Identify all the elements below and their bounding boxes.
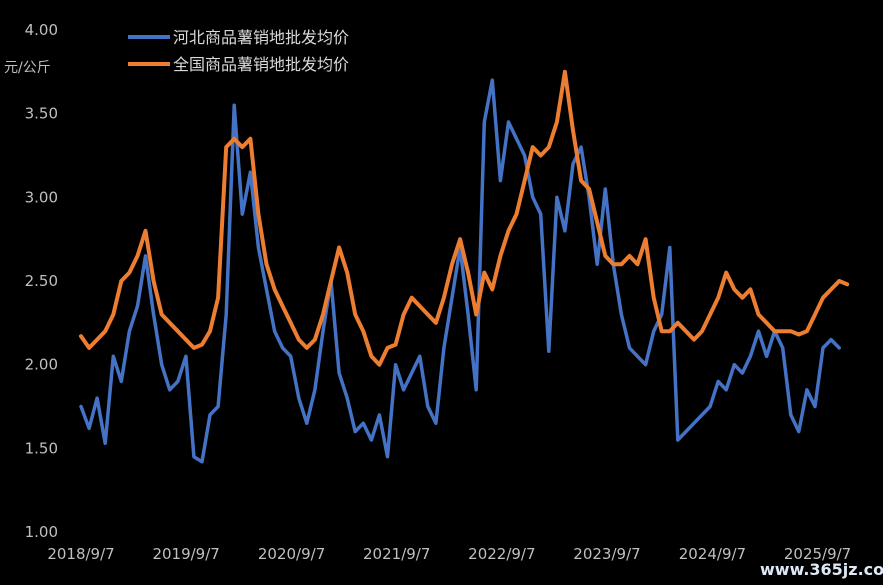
- x-tick-label: 2018/9/7: [47, 545, 114, 563]
- x-tick-label: 2019/9/7: [152, 545, 219, 563]
- y-tick-label: 3.00: [25, 188, 58, 206]
- watermark-text: www.365jz.com: [760, 560, 883, 579]
- y-unit-label: 元/公斤: [4, 60, 51, 76]
- y-tick-label: 1.50: [25, 439, 58, 457]
- x-tick-label: 2023/9/7: [573, 545, 640, 563]
- legend: 河北商品薯销地批发均价 全国商品薯销地批发均价: [128, 28, 349, 74]
- x-axis: 2018/9/7 2019/9/7 2020/9/7 2021/9/7 2022/9/7…: [47, 545, 851, 563]
- y-tick-label: 1.00: [25, 523, 58, 541]
- x-tick-label: 2020/9/7: [258, 545, 325, 563]
- y-tick-label: 3.50: [25, 105, 58, 123]
- y-axis: 1.00 1.50 2.00 2.50 3.00 3.50 4.00: [25, 21, 58, 541]
- legend-label-hebei: 河北商品薯销地批发均价: [173, 28, 349, 47]
- y-tick-label: 4.00: [25, 21, 58, 39]
- y-tick-label: 2.00: [25, 356, 58, 374]
- legend-label-national: 全国商品薯销地批发均价: [173, 55, 349, 74]
- x-tick-label: 2025/9/7: [784, 545, 851, 563]
- x-tick-label: 2021/9/7: [363, 545, 430, 563]
- x-tick-label: 2024/9/7: [679, 545, 746, 563]
- x-tick-label: 2022/9/7: [468, 545, 535, 563]
- plot-area: [79, 69, 850, 464]
- series-line-national: [79, 69, 850, 367]
- y-tick-label: 2.50: [25, 272, 58, 290]
